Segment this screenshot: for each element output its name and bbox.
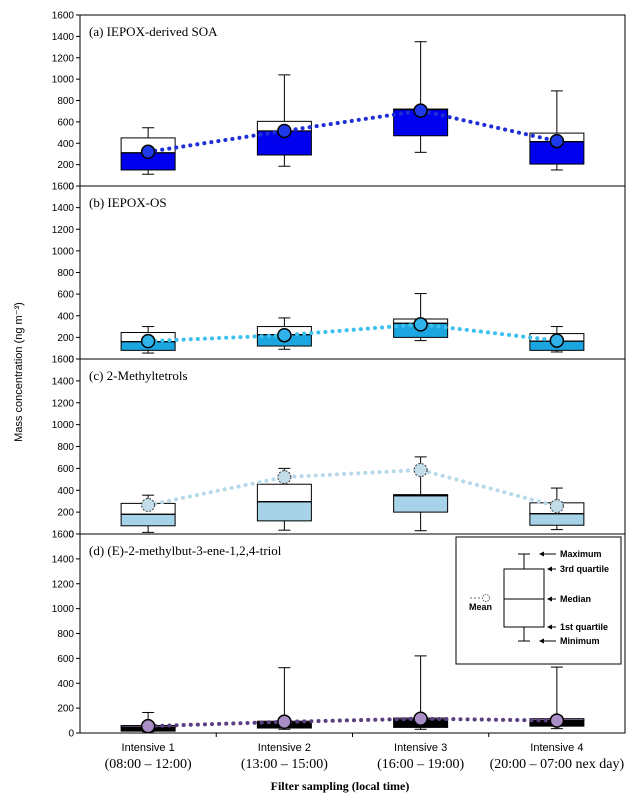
x-category-time: (13:00 – 15:00)	[241, 757, 328, 772]
legend-minimum-label: Minimum	[560, 636, 600, 646]
y-tick-label: 1200	[52, 398, 75, 409]
box-3	[393, 456, 449, 532]
mean-marker	[277, 714, 292, 730]
y-tick-label: 600	[57, 654, 74, 665]
y-tick-label: 400	[57, 679, 74, 690]
y-tick-label: 800	[57, 442, 74, 453]
panel-title: (b) IEPOX-OS	[89, 195, 167, 210]
box-lower-half	[393, 495, 449, 513]
x-category-time: (16:00 – 19:00)	[377, 757, 464, 772]
y-tick-label: 1200	[52, 579, 75, 590]
y-tick-label: 1600	[52, 530, 75, 541]
x-category-time: (20:00 – 07:00 nex day)	[490, 757, 625, 772]
panel-title: (a) IEPOX-derived SOA	[89, 24, 218, 39]
mean-marker	[549, 333, 565, 348]
panel-3: 0 200 400 600 800 1000 1200 1400 1600 (c) 2-Methy…	[52, 355, 626, 541]
box-2	[256, 467, 312, 531]
mean-marker	[413, 317, 428, 332]
y-tick-label: 400	[57, 311, 74, 322]
mean-marker	[549, 133, 565, 149]
box-lower-half	[120, 513, 176, 527]
y-tick-label: 1000	[52, 246, 75, 257]
y-tick-label: 0	[68, 182, 74, 193]
legend-maximum-label: Maximum	[560, 549, 602, 559]
mean-marker	[140, 144, 156, 160]
y-tick-label: 400	[57, 486, 74, 497]
mean-marker	[140, 718, 156, 734]
y-tick-label: 1200	[52, 225, 75, 236]
legend-median-label: Median	[560, 594, 591, 604]
y-tick-label: 400	[57, 139, 74, 150]
y-tick-label: 1000	[52, 420, 75, 431]
legend-arrow-q3	[547, 566, 556, 572]
y-tick-label: 1400	[52, 203, 75, 214]
y-tick-label: 200	[57, 333, 74, 344]
legend-mean-marker	[482, 594, 490, 602]
legend-arrow-min	[539, 638, 556, 644]
y-tick-label: 600	[57, 117, 74, 128]
mean-trend-line	[146, 716, 559, 729]
legend-q3-label: 3rd quartile	[560, 564, 609, 574]
x-axis-label: Filter sampling (local time)	[271, 779, 410, 793]
x-category-label: Intensive 3	[394, 742, 447, 754]
panel-1: 0 200 400 600 800 1000 1200 1400 1600 (a) IEPOX-d…	[52, 11, 626, 193]
panel-title: (c) 2-Methyltetrols	[89, 368, 188, 383]
mean-marker	[413, 711, 428, 726]
y-tick-label: 1600	[52, 355, 75, 366]
panel-2: 0 200 400 600 800 1000 1200 1400 1600 (b) IEPOX-O…	[52, 182, 626, 366]
legend-arrow-q1	[547, 624, 556, 630]
y-tick-label: 600	[57, 290, 74, 301]
y-tick-label: 1400	[52, 554, 75, 565]
legend-q1-label: 1st quartile	[560, 622, 608, 632]
y-tick-label: 1000	[52, 604, 75, 615]
mean-marker	[277, 123, 292, 139]
x-category-time: (08:00 – 12:00)	[105, 757, 192, 772]
y-tick-label: 1400	[52, 376, 75, 387]
mean-trend-line	[146, 322, 559, 344]
box-lower-half	[256, 501, 312, 522]
y-tick-label: 1600	[52, 11, 75, 22]
y-tick-label: 1000	[52, 75, 75, 86]
y-tick-label: 800	[57, 96, 74, 107]
x-category-label: Intensive 4	[530, 742, 583, 754]
legend-arrow-median	[547, 596, 556, 602]
y-tick-label: 1600	[52, 182, 75, 193]
y-tick-label: 800	[57, 629, 74, 640]
x-category-label: Intensive 2	[258, 742, 311, 754]
y-tick-label: 600	[57, 464, 74, 475]
legend-box	[503, 568, 545, 628]
mean-marker	[413, 463, 428, 478]
panel-title: (d) (E)-2-methylbut-3-ene-1,2,4-triol	[89, 543, 282, 558]
mean-marker	[549, 713, 565, 728]
mean-trend-line	[146, 468, 559, 509]
y-tick-label: 0	[68, 729, 74, 740]
x-category-label: Intensive 1	[122, 742, 175, 754]
y-tick-label: 0	[68, 530, 74, 541]
legend: Mean Maximum 3rd quartile Median 1st qua…	[455, 536, 622, 665]
y-axis-label: Mass concentration (ng m⁻³)	[13, 302, 25, 442]
mean-marker	[277, 470, 292, 485]
mean-trend-line	[146, 108, 559, 154]
mean-marker	[277, 327, 292, 343]
y-tick-label: 0	[68, 355, 74, 366]
mean-marker	[413, 103, 428, 118]
y-tick-label: 1400	[52, 32, 75, 43]
y-tick-label: 200	[57, 508, 74, 519]
mean-marker	[141, 498, 156, 513]
x-axis-categories: Intensive 1 (08:00 – 12:00) Intensive 2 (13…	[105, 742, 625, 772]
y-tick-label: 200	[57, 160, 74, 171]
legend-mean-label: Mean	[469, 602, 492, 612]
y-tick-label: 200	[57, 704, 74, 715]
box-3	[393, 41, 449, 153]
y-tick-label: 800	[57, 268, 74, 279]
box-lower-half	[529, 513, 585, 526]
box-upper-half	[256, 483, 312, 503]
y-tick-label: 1200	[52, 53, 75, 64]
mean-marker	[549, 499, 564, 514]
legend-arrow-max	[539, 551, 556, 557]
mean-marker	[140, 333, 156, 349]
